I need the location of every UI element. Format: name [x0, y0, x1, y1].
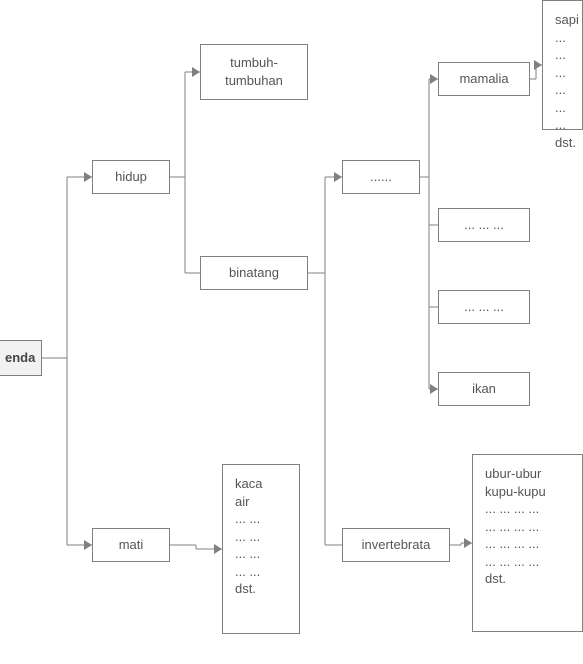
- node-invlist: ubur-ubur kupu-kupu ... ... ... ... ... …: [472, 454, 583, 632]
- node-tumbuhan: tumbuh- tumbuhan: [200, 44, 308, 100]
- node-placeholder: ......: [342, 160, 420, 194]
- node-mamalia: mamalia: [438, 62, 530, 96]
- node-hidup: hidup: [92, 160, 170, 194]
- node-mati: mati: [92, 528, 170, 562]
- tree-diagram: enda hidup mati tumbuh- tumbuhan binatang...…: [0, 0, 583, 664]
- node-dots2: ... ... ...: [438, 290, 530, 324]
- node-ikan: ikan: [438, 372, 530, 406]
- node-binatang: binatang: [200, 256, 308, 290]
- node-dots1: ... ... ...: [438, 208, 530, 242]
- node-sapilist: sapi ... ... ... ... ... ... dst.: [542, 0, 583, 130]
- node-root: enda: [0, 340, 42, 376]
- node-matilist: kaca air ... ... ... ... ... ... ... ...…: [222, 464, 300, 634]
- node-invert: invertebrata: [342, 528, 450, 562]
